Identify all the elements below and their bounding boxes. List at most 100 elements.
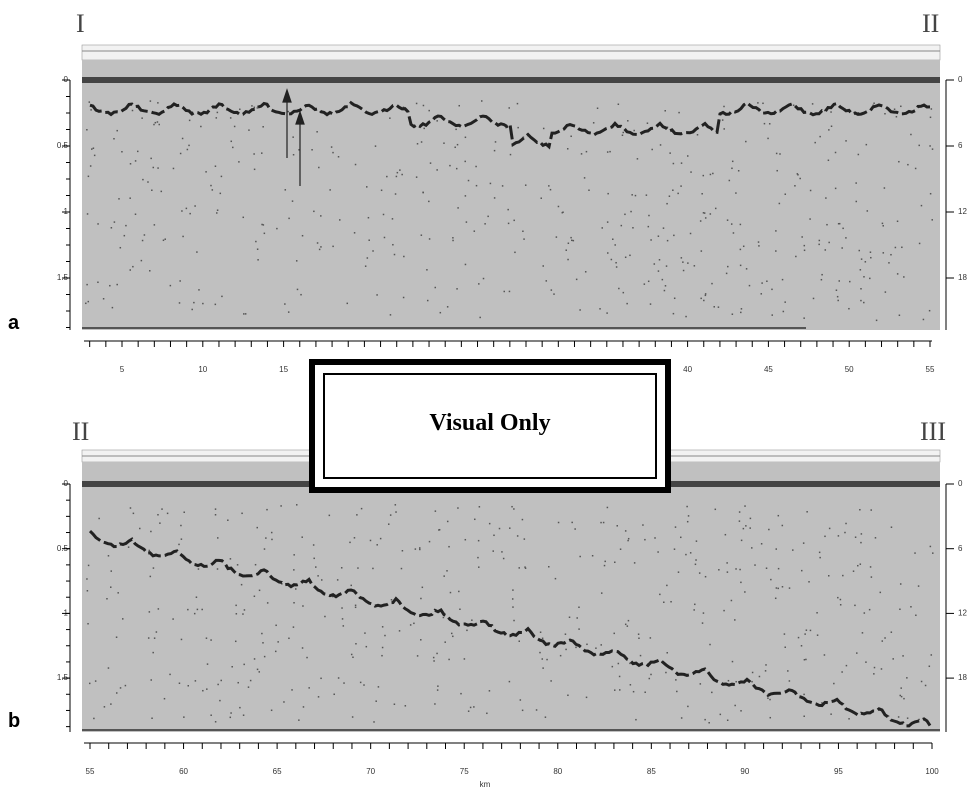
echo-dot [214, 165, 217, 167]
echo-dot [239, 706, 241, 709]
echo-dot [306, 656, 308, 659]
echo-dot [899, 583, 902, 585]
echo-dot [263, 232, 266, 235]
echo-dot [653, 263, 656, 265]
echo-dot [553, 293, 555, 295]
echo-dot [392, 243, 394, 246]
echo-dot [242, 714, 245, 716]
echo-dot [896, 273, 899, 275]
echo-dot [757, 241, 760, 243]
echo-dot [757, 102, 759, 104]
echo-dot [579, 555, 581, 558]
km-tick-label: 60 [179, 767, 188, 776]
echo-dot [578, 606, 580, 609]
echo-dot [816, 612, 818, 614]
echo-dot [592, 122, 595, 124]
echo-dot [646, 122, 649, 124]
echo-dot [719, 713, 722, 716]
echo-dot [460, 692, 462, 695]
echo-dot [931, 219, 933, 221]
echo-dot [730, 599, 733, 602]
echo-dot [359, 681, 362, 684]
echo-dot [382, 213, 385, 216]
echo-dot [918, 718, 920, 721]
echo-dot [855, 182, 857, 184]
echo-dot [627, 120, 629, 122]
echo-dot [456, 288, 458, 290]
echo-dot [726, 571, 729, 573]
echo-dot [845, 140, 847, 142]
echo-dot [760, 543, 763, 545]
echo-dot [150, 679, 152, 681]
echo-dot [262, 642, 264, 644]
echo-dot [821, 273, 823, 276]
echo-dot [236, 564, 239, 566]
echo-dot [670, 600, 672, 603]
echo-dot [521, 709, 524, 712]
echo-dot [645, 194, 648, 196]
echo-dot [742, 245, 745, 248]
echo-dot [403, 255, 405, 258]
echo-dot [633, 129, 635, 132]
echo-dot [387, 523, 390, 525]
echo-dot [673, 297, 676, 300]
echo-dot [700, 250, 703, 252]
echo-dot [845, 664, 848, 667]
echo-dot [579, 309, 581, 311]
echo-dot [725, 272, 728, 275]
echo-dot [422, 104, 425, 107]
echogram [82, 60, 940, 330]
echo-dot [152, 651, 154, 654]
echo-dot [178, 682, 181, 684]
echo-dot [634, 194, 637, 197]
echo-dot [610, 258, 613, 261]
echo-dot [929, 192, 932, 195]
echo-dot [243, 313, 245, 315]
echo-dot [860, 541, 862, 544]
echo-dot [389, 514, 392, 516]
echo-dot [352, 656, 354, 659]
echo-dot [505, 126, 507, 129]
echo-dot [498, 527, 501, 530]
echo-dot [478, 566, 480, 568]
echo-dot [443, 142, 445, 144]
echo-dot [320, 215, 322, 217]
echo-dot [855, 200, 858, 203]
right-tick-label: 12 [958, 609, 967, 618]
echo-dot [745, 525, 747, 527]
echo-dot [158, 123, 160, 126]
echo-dot [91, 148, 93, 150]
echo-dot [649, 637, 652, 639]
echo-dot [595, 647, 597, 649]
echo-dot [469, 706, 472, 709]
echo-dot [874, 537, 877, 539]
echo-dot [86, 590, 89, 592]
echo-dot [399, 169, 401, 171]
echo-dot [860, 288, 862, 290]
echo-dot [806, 511, 808, 513]
echo-dot [277, 641, 279, 643]
echo-dot [602, 521, 605, 524]
echo-dot [211, 189, 214, 191]
echo-dot [616, 525, 618, 527]
echo-dot [845, 522, 847, 525]
echo-dot [384, 634, 386, 637]
echo-dot [333, 693, 335, 696]
echo-dot [287, 311, 290, 313]
echo-dot [800, 645, 803, 647]
echo-dot [714, 508, 717, 511]
echo-dot [565, 249, 567, 251]
echo-dot [711, 282, 713, 285]
echo-dot [738, 520, 741, 522]
echo-dot [873, 666, 876, 669]
echo-dot [150, 157, 152, 160]
echo-dot [565, 648, 567, 651]
echo-dot [714, 207, 717, 210]
echo-dot [346, 302, 349, 305]
echo-dot [907, 163, 909, 166]
echo-dot [731, 167, 733, 170]
echo-dot [809, 629, 812, 632]
echo-dot [914, 552, 916, 554]
echo-dot [220, 679, 222, 682]
echo-dot [596, 107, 599, 109]
